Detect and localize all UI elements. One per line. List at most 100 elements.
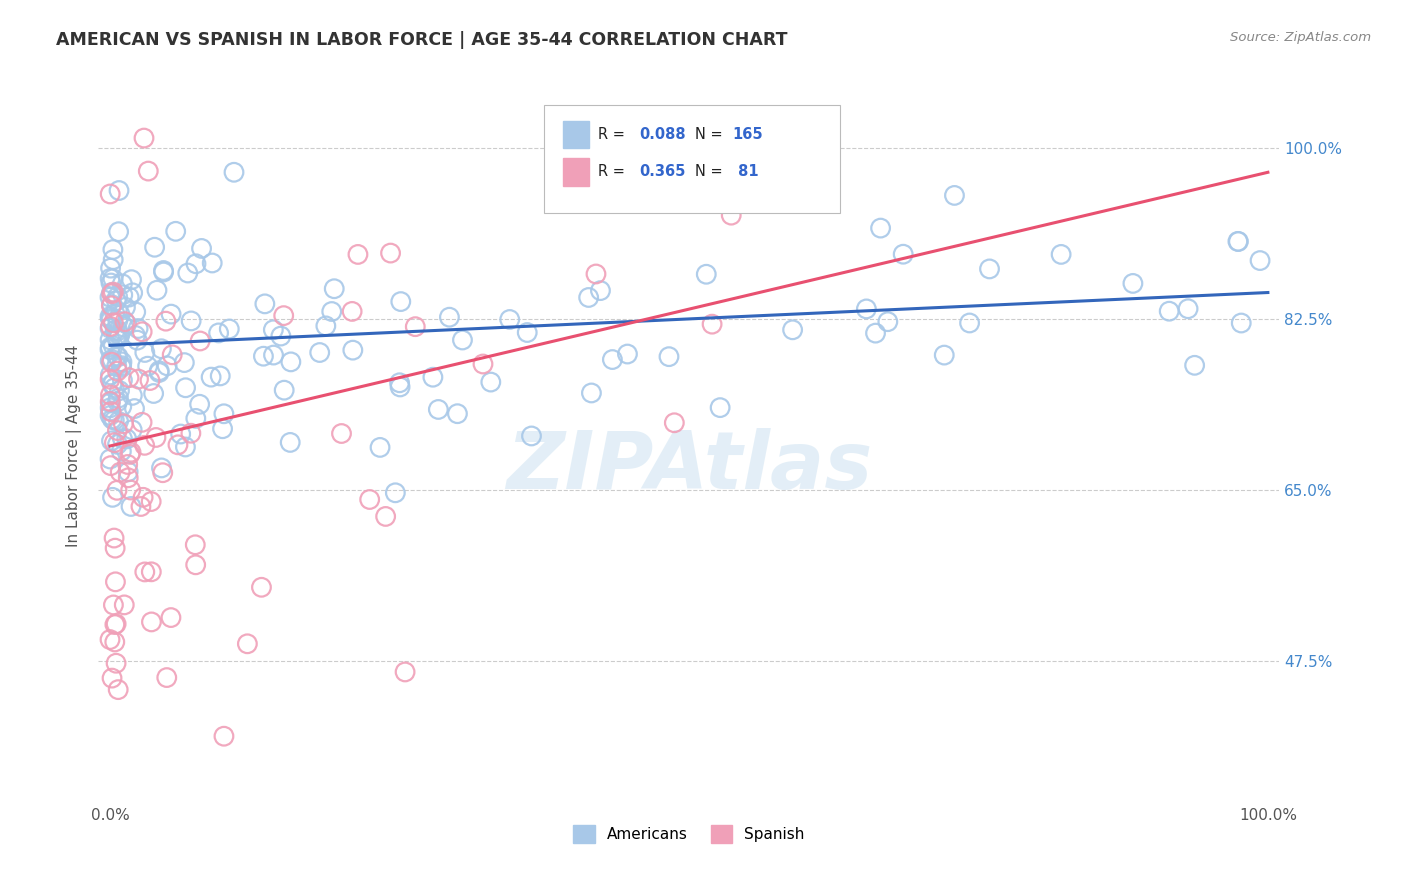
Point <box>125 305 148 319</box>
Point <box>124 328 146 343</box>
Point <box>103 413 125 427</box>
Point <box>374 509 396 524</box>
Text: 81: 81 <box>733 164 758 179</box>
Point <box>121 273 143 287</box>
Point <box>115 317 138 331</box>
Point <box>330 426 353 441</box>
Point <box>180 426 202 441</box>
Point <box>103 381 125 395</box>
Point <box>136 359 159 374</box>
Point <box>865 326 887 340</box>
Point <box>876 315 898 329</box>
Point <box>107 290 129 304</box>
Point <box>209 368 232 383</box>
Point <box>155 314 177 328</box>
Point <box>211 422 233 436</box>
Point <box>212 407 235 421</box>
Point <box>100 319 122 334</box>
Point <box>107 682 129 697</box>
Point <box>200 370 222 384</box>
Point <box>273 383 295 397</box>
Text: R =: R = <box>598 127 630 142</box>
Point <box>98 290 121 304</box>
Point <box>139 374 162 388</box>
Point <box>184 538 207 552</box>
Point <box>278 435 301 450</box>
Point <box>114 300 136 314</box>
Point <box>160 610 183 624</box>
Point <box>451 333 474 347</box>
Point <box>323 282 346 296</box>
Point <box>270 329 292 343</box>
FancyBboxPatch shape <box>544 105 841 212</box>
Point <box>152 265 174 279</box>
Point <box>388 376 411 390</box>
Point <box>782 323 804 337</box>
Point <box>706 191 728 205</box>
Point <box>100 355 122 369</box>
Point <box>101 377 124 392</box>
Point <box>565 147 588 161</box>
Point <box>108 465 131 479</box>
Point <box>1159 304 1181 318</box>
Point <box>347 247 370 261</box>
Point <box>315 318 337 333</box>
Point <box>98 271 121 285</box>
Point <box>127 321 149 335</box>
Point <box>111 373 134 387</box>
Point <box>103 316 125 330</box>
Point <box>404 319 426 334</box>
Point <box>128 372 150 386</box>
Point <box>174 381 197 395</box>
Point <box>141 494 163 508</box>
Text: R =: R = <box>598 164 630 179</box>
Point <box>499 312 522 326</box>
Point <box>695 267 717 281</box>
Point <box>664 416 686 430</box>
Point <box>107 350 129 364</box>
Point <box>108 384 131 398</box>
Text: Source: ZipAtlas.com: Source: ZipAtlas.com <box>1230 31 1371 45</box>
Point <box>720 208 742 222</box>
Point <box>103 598 125 612</box>
Point <box>108 328 131 343</box>
Point <box>107 225 129 239</box>
Point <box>658 350 681 364</box>
Point <box>150 461 173 475</box>
Point <box>132 491 155 505</box>
Point <box>1230 316 1253 330</box>
Point <box>104 617 127 632</box>
Point <box>120 500 142 514</box>
Point <box>165 224 187 238</box>
Point <box>100 297 122 311</box>
Point <box>104 635 127 649</box>
Point <box>709 401 731 415</box>
Point <box>979 261 1001 276</box>
Point <box>222 165 245 179</box>
Point <box>100 285 122 300</box>
Point <box>589 284 612 298</box>
Point <box>479 375 502 389</box>
Point <box>342 343 364 358</box>
Point <box>134 438 156 452</box>
Point <box>103 435 125 450</box>
Point <box>111 288 134 302</box>
Point <box>104 541 127 556</box>
Point <box>110 444 132 458</box>
Point <box>111 277 134 291</box>
Point <box>105 483 128 498</box>
Point <box>98 394 121 409</box>
Point <box>120 483 142 497</box>
Point <box>446 407 468 421</box>
Y-axis label: In Labor Force | Age 35-44: In Labor Force | Age 35-44 <box>66 345 83 547</box>
Point <box>384 485 406 500</box>
Point <box>201 256 224 270</box>
Point <box>98 396 121 410</box>
Point <box>110 308 132 322</box>
Point <box>118 447 141 461</box>
Point <box>394 665 416 679</box>
Point <box>170 427 193 442</box>
Point <box>160 307 183 321</box>
Point <box>124 401 146 416</box>
Point <box>141 565 163 579</box>
